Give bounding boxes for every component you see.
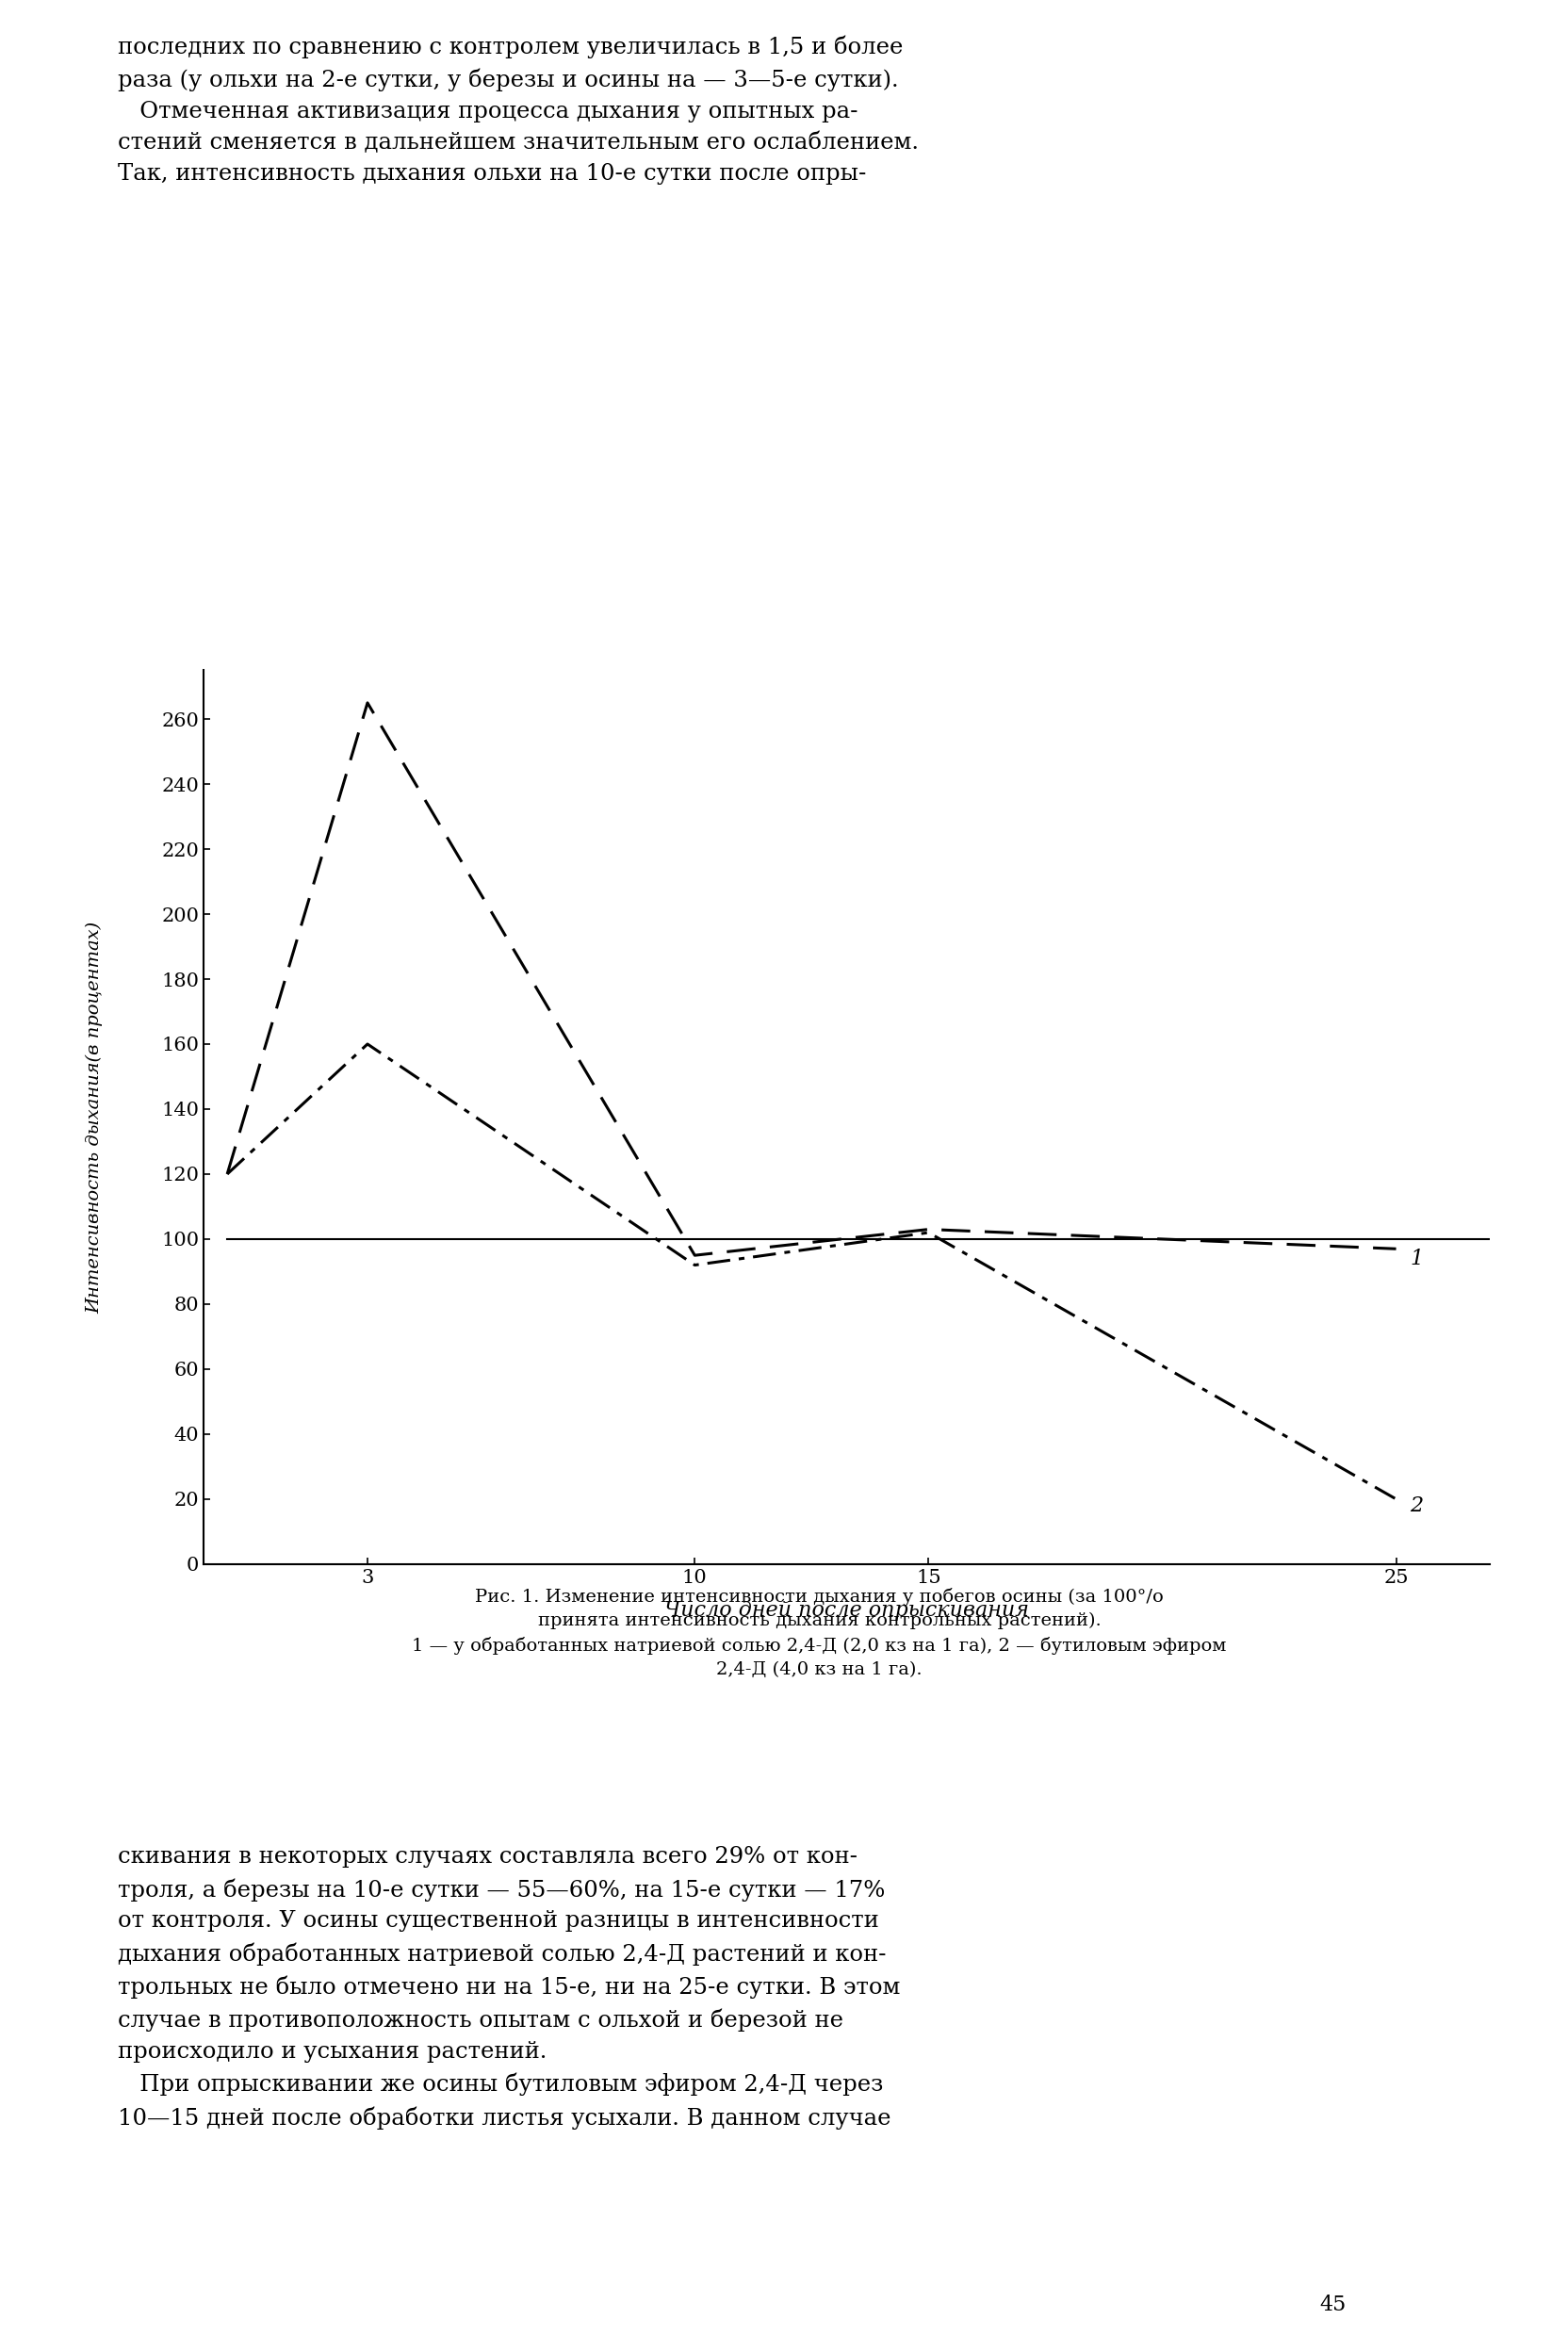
Text: 1: 1 bbox=[1410, 1249, 1424, 1270]
X-axis label: Число дней после опрыскивания: Число дней после опрыскивания bbox=[665, 1599, 1029, 1621]
Text: 45: 45 bbox=[1320, 2296, 1345, 2314]
Text: последних по сравнению с контролем увеличилась в 1,5 и более
раза (у ольхи на 2-: последних по сравнению с контролем увели… bbox=[118, 35, 919, 186]
Text: Рис. 1. Изменение интенсивности дыхания у побегов осины (за 100°/о
принята интен: Рис. 1. Изменение интенсивности дыхания … bbox=[412, 1588, 1226, 1677]
Text: 2: 2 bbox=[1410, 1496, 1424, 1517]
Text: Интенсивность дыхания(в процентах): Интенсивность дыхания(в процентах) bbox=[86, 922, 103, 1312]
Text: скивания в некоторых случаях составляла всего 29% от кон-
троля, а березы на 10-: скивания в некоторых случаях составляла … bbox=[118, 1846, 900, 2129]
